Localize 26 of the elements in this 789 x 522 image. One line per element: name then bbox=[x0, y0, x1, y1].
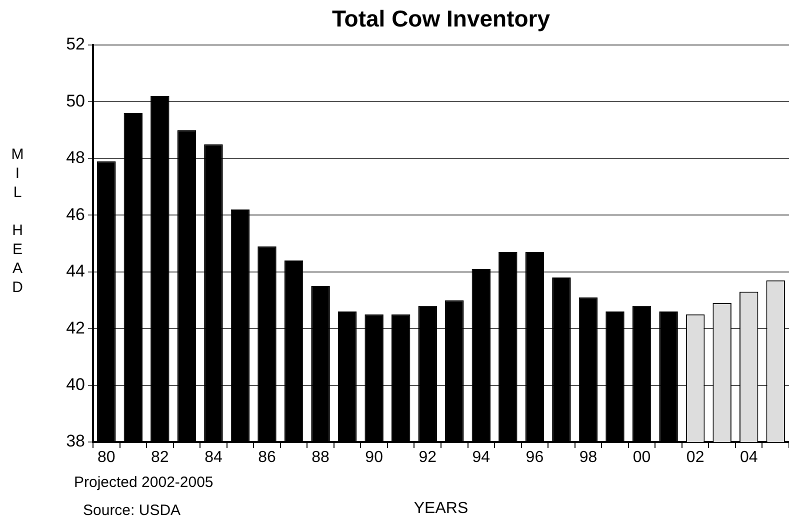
chart-title: Total Cow Inventory bbox=[332, 5, 550, 32]
x-tick-label: 90 bbox=[365, 449, 384, 466]
y-tick-label: 52 bbox=[66, 34, 85, 54]
x-axis-title: YEARS bbox=[414, 500, 468, 517]
y-tick-label: 44 bbox=[66, 262, 85, 281]
x-tick-label: 88 bbox=[312, 449, 330, 466]
x-tick-label: 00 bbox=[632, 449, 651, 466]
x-tick-label: 86 bbox=[258, 449, 276, 466]
x-tick-label: 84 bbox=[204, 449, 222, 466]
x-tick-label: 80 bbox=[97, 449, 116, 466]
x-tick-label: 04 bbox=[740, 449, 758, 466]
y-tick-label: 48 bbox=[66, 148, 85, 168]
x-tick-label: 98 bbox=[579, 449, 598, 466]
x-tick-label: 82 bbox=[151, 449, 169, 466]
y-tick-label: 40 bbox=[66, 374, 85, 394]
y-tick-label: 50 bbox=[66, 91, 85, 110]
y-tick-label: 38 bbox=[66, 432, 85, 451]
x-tick-label: 02 bbox=[686, 449, 704, 466]
y-tick-label: 46 bbox=[66, 204, 85, 224]
y-axis-title: MIL HEAD bbox=[8, 146, 26, 298]
source-note: Source: USDA bbox=[83, 502, 181, 520]
x-tick-label: 94 bbox=[472, 449, 490, 466]
x-tick-label: 92 bbox=[418, 449, 437, 466]
x-tick-label: 96 bbox=[526, 449, 544, 466]
text: Projected 2002-2005 bbox=[74, 474, 214, 492]
y-tick-label: 42 bbox=[66, 318, 85, 338]
